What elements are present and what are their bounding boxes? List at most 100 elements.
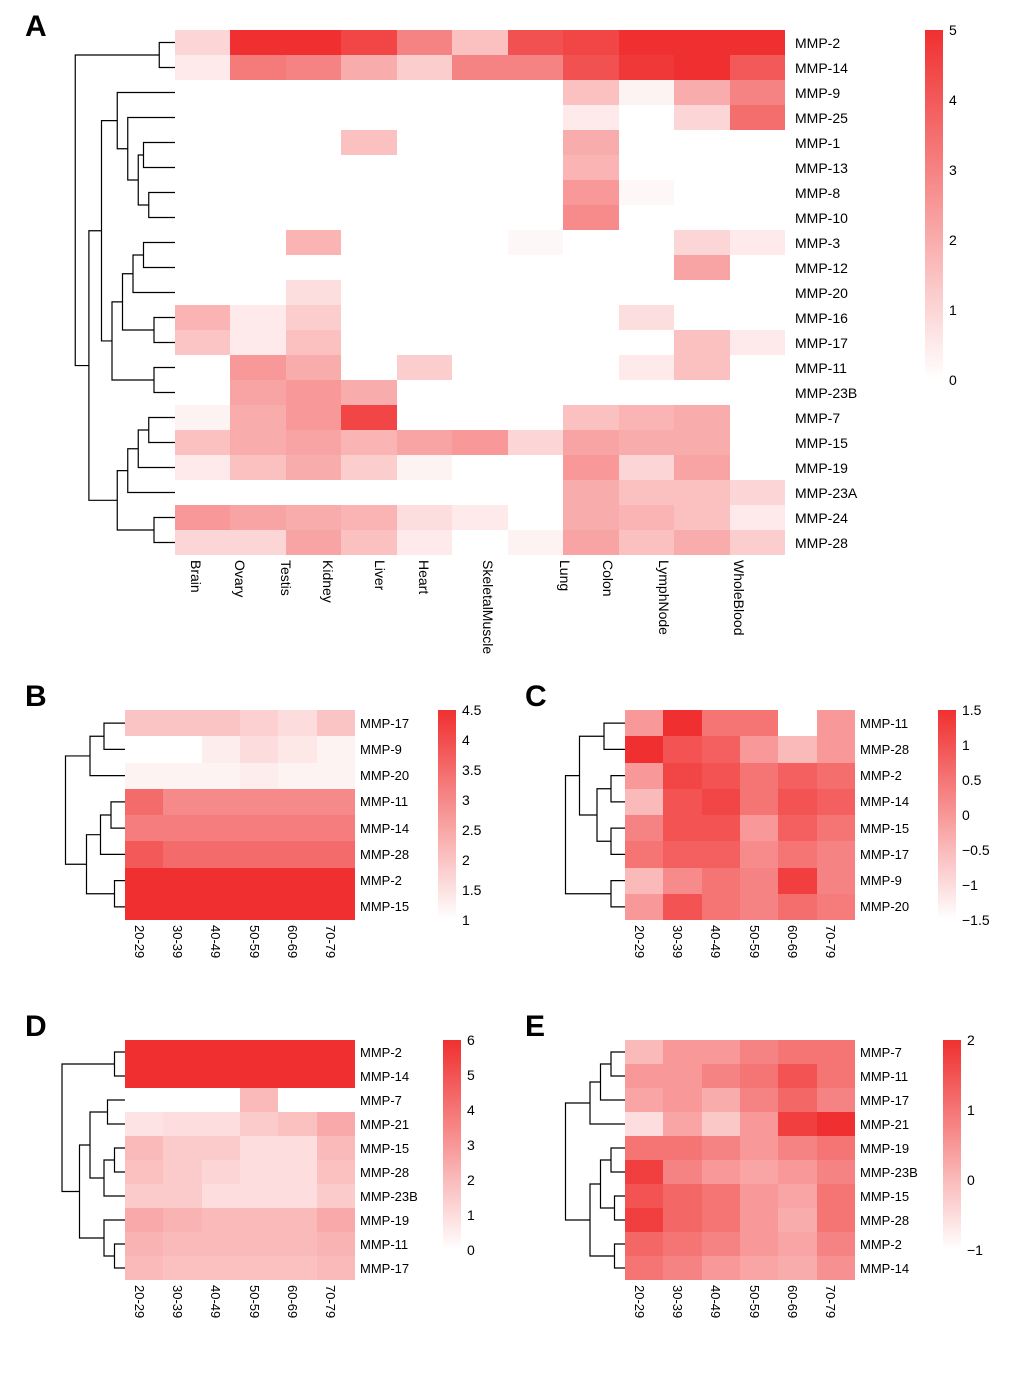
colorbar-tick: 5 bbox=[467, 1067, 475, 1083]
heatmap-cell bbox=[317, 1184, 355, 1208]
heatmap-cell bbox=[240, 841, 278, 867]
heatmap-cell bbox=[508, 180, 563, 205]
col-label: 70-79 bbox=[817, 1285, 855, 1345]
heatmap-cell bbox=[674, 255, 729, 280]
heatmap-cell bbox=[817, 1160, 855, 1184]
panel-A: MMP-2MMP-14MMP-9MMP-25MMP-1MMP-13MMP-8MM… bbox=[70, 30, 990, 660]
row-label: MMP-21 bbox=[360, 1112, 435, 1136]
row-label: MMP-19 bbox=[795, 455, 885, 480]
heatmap-cell bbox=[202, 1208, 240, 1232]
colorbar-tick: 4 bbox=[949, 92, 957, 108]
heatmap-cell bbox=[125, 868, 163, 894]
heatmap-cell bbox=[674, 280, 729, 305]
heatmap-cell bbox=[125, 1160, 163, 1184]
heatmap-cell bbox=[740, 1160, 778, 1184]
heatmap-cell bbox=[175, 355, 230, 380]
panel-E-col-labels: 20-2930-3940-4950-5960-6970-79 bbox=[625, 1285, 855, 1345]
heatmap-cell bbox=[286, 505, 341, 530]
row-label: MMP-17 bbox=[795, 330, 885, 355]
heatmap-cell bbox=[452, 430, 507, 455]
heatmap-cell bbox=[730, 380, 785, 405]
heatmap-cell bbox=[452, 255, 507, 280]
panel-A-row-labels: MMP-2MMP-14MMP-9MMP-25MMP-1MMP-13MMP-8MM… bbox=[795, 30, 885, 555]
heatmap-cell bbox=[452, 380, 507, 405]
colorbar-gradient bbox=[438, 710, 456, 920]
heatmap-cell bbox=[730, 130, 785, 155]
heatmap-cell bbox=[240, 1112, 278, 1136]
heatmap-cell bbox=[702, 1232, 740, 1256]
heatmap-cell bbox=[778, 1088, 816, 1112]
heatmap-cell bbox=[278, 763, 316, 789]
col-label: 20-29 bbox=[625, 925, 663, 985]
heatmap-cell bbox=[702, 1136, 740, 1160]
heatmap-cell bbox=[230, 505, 285, 530]
heatmap-cell bbox=[619, 55, 674, 80]
row-label: MMP-2 bbox=[860, 763, 930, 789]
panel-E-heatmap bbox=[625, 1040, 855, 1280]
colorbar-tick: 0 bbox=[467, 1242, 475, 1258]
col-label: 30-39 bbox=[663, 1285, 701, 1345]
heatmap-cell bbox=[175, 155, 230, 180]
heatmap-cell bbox=[740, 763, 778, 789]
heatmap-cell bbox=[125, 1088, 163, 1112]
heatmap-cell bbox=[240, 763, 278, 789]
heatmap-cell bbox=[240, 1088, 278, 1112]
heatmap-cell bbox=[730, 480, 785, 505]
heatmap-cell bbox=[230, 280, 285, 305]
heatmap-cell bbox=[619, 155, 674, 180]
heatmap-cell bbox=[778, 815, 816, 841]
heatmap-cell bbox=[702, 1160, 740, 1184]
heatmap-cell bbox=[278, 736, 316, 762]
colorbar-tick: 0 bbox=[967, 1172, 975, 1188]
heatmap-cell bbox=[397, 30, 452, 55]
heatmap-cell bbox=[175, 105, 230, 130]
heatmap-cell bbox=[817, 1208, 855, 1232]
heatmap-cell bbox=[278, 894, 316, 920]
col-label: Lung bbox=[543, 560, 589, 660]
colorbar-tick: −1 bbox=[967, 1242, 983, 1258]
heatmap-cell bbox=[452, 355, 507, 380]
heatmap-cell bbox=[817, 736, 855, 762]
heatmap-cell bbox=[286, 330, 341, 355]
heatmap-cell bbox=[674, 230, 729, 255]
heatmap-cell bbox=[230, 480, 285, 505]
col-label: Liver bbox=[358, 560, 404, 660]
heatmap-cell bbox=[175, 230, 230, 255]
heatmap-cell bbox=[508, 30, 563, 55]
heatmap-cell bbox=[317, 841, 355, 867]
heatmap-cell bbox=[563, 180, 618, 205]
col-label: 50-59 bbox=[740, 925, 778, 985]
heatmap-cell bbox=[563, 405, 618, 430]
row-label: MMP-23B bbox=[360, 1184, 435, 1208]
heatmap-cell bbox=[563, 505, 618, 530]
panel-D-col-labels: 20-2930-3940-4950-5960-6970-79 bbox=[125, 1285, 355, 1345]
heatmap-cell bbox=[702, 1064, 740, 1088]
heatmap-cell bbox=[341, 105, 396, 130]
colorbar-tick: 1 bbox=[967, 1102, 975, 1118]
heatmap-cell bbox=[730, 280, 785, 305]
heatmap-cell bbox=[240, 1160, 278, 1184]
heatmap-cell bbox=[663, 710, 701, 736]
heatmap-cell bbox=[175, 405, 230, 430]
row-label: MMP-14 bbox=[360, 1064, 435, 1088]
panel-D-dendrogram bbox=[55, 1040, 125, 1280]
heatmap-cell bbox=[240, 1136, 278, 1160]
heatmap-cell bbox=[625, 1064, 663, 1088]
heatmap-cell bbox=[202, 1136, 240, 1160]
heatmap-cell bbox=[125, 763, 163, 789]
heatmap-cell bbox=[702, 1040, 740, 1064]
heatmap-cell bbox=[508, 280, 563, 305]
heatmap-cell bbox=[730, 155, 785, 180]
colorbar-gradient bbox=[443, 1040, 461, 1250]
heatmap-cell bbox=[163, 1256, 201, 1280]
heatmap-cell bbox=[740, 815, 778, 841]
panel-A-colorbar: 012345 bbox=[925, 30, 985, 380]
heatmap-cell bbox=[286, 205, 341, 230]
heatmap-cell bbox=[730, 405, 785, 430]
panel-D-heatmap bbox=[125, 1040, 355, 1280]
panel-E-dendrogram bbox=[555, 1040, 625, 1280]
row-label: MMP-15 bbox=[860, 1184, 935, 1208]
heatmap-cell bbox=[563, 255, 618, 280]
heatmap-cell bbox=[508, 380, 563, 405]
heatmap-cell bbox=[240, 1040, 278, 1064]
